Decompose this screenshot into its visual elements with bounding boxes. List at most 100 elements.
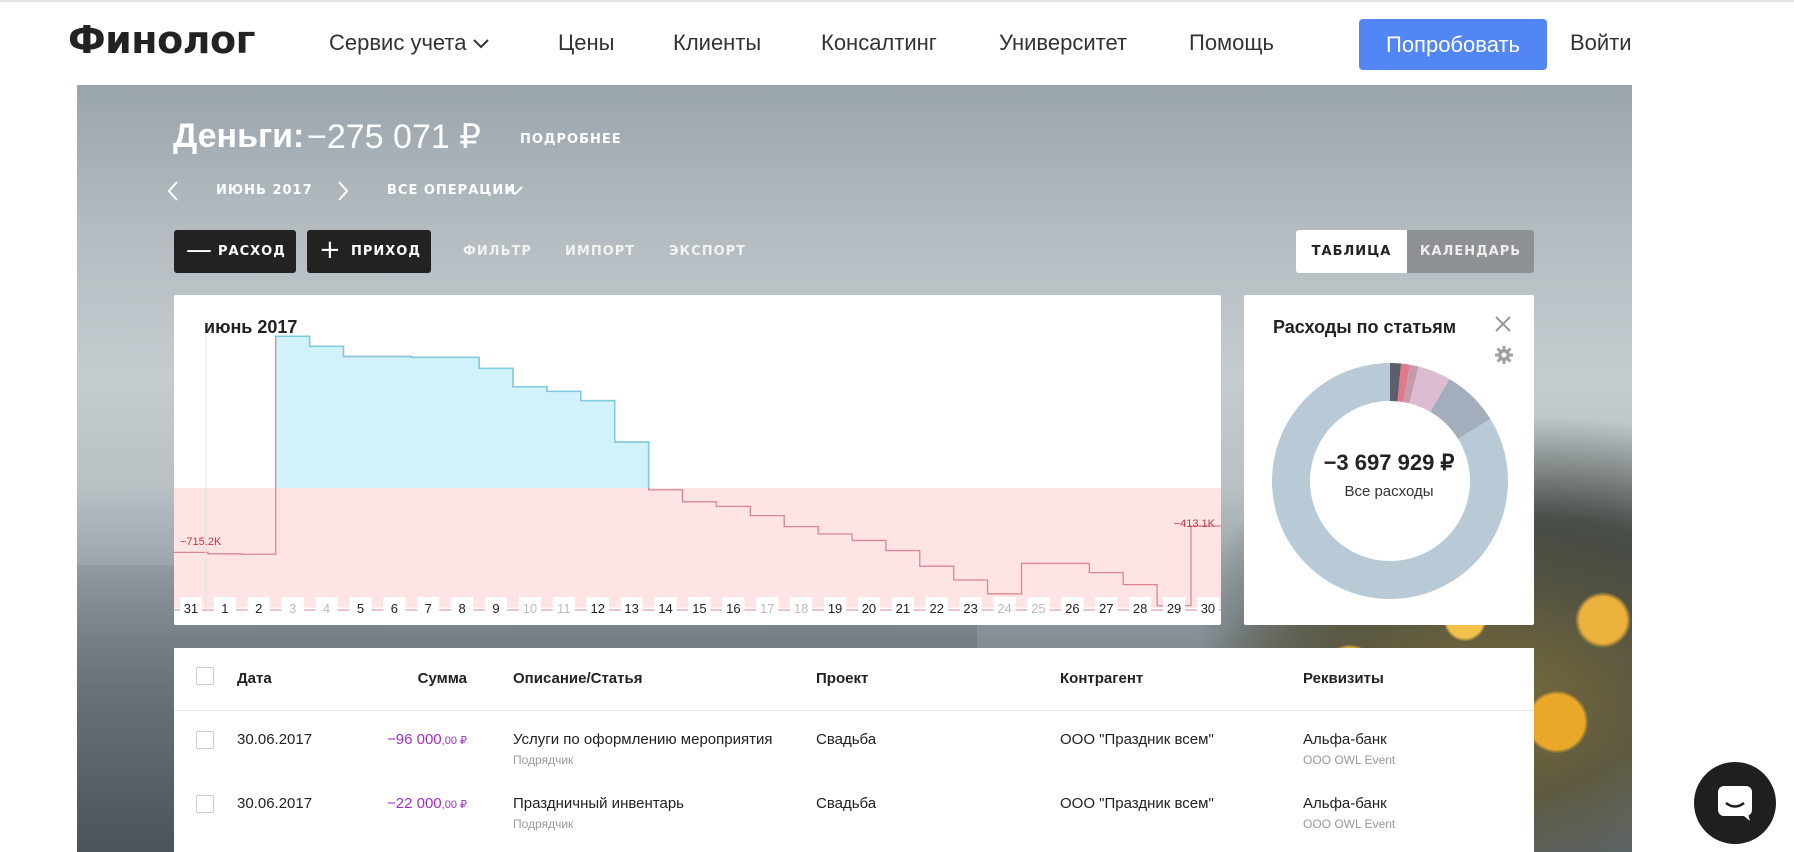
- x-tick-label: 7: [425, 601, 432, 616]
- details-link[interactable]: ПОДРОБНЕЕ: [520, 132, 622, 147]
- expenses-by-category-card: Расходы по статьям −3 697 929 ₽ Все расх…: [1244, 295, 1534, 625]
- balance-bar-negative: [953, 488, 989, 580]
- view-calendar-tab[interactable]: КАЛЕНДАРЬ: [1407, 230, 1534, 273]
- income-label: ПРИХОД: [351, 244, 421, 259]
- donut-segment[interactable]: [1409, 366, 1450, 412]
- row-category: Подрядчик: [513, 753, 574, 767]
- tick-bg: [620, 597, 643, 617]
- row-amount-dec: ,00 ₽: [441, 799, 467, 811]
- gear-icon[interactable]: [1494, 345, 1514, 365]
- tick-bg: [1095, 597, 1118, 617]
- tick-bg: [451, 597, 474, 617]
- nav-clients[interactable]: Клиенты: [673, 30, 762, 55]
- try-button[interactable]: Попробовать: [1359, 19, 1547, 70]
- x-tick-label: 22: [930, 601, 944, 616]
- balance-bar-negative: [207, 488, 243, 554]
- row-description[interactable]: Праздничный инвентарь: [513, 795, 684, 812]
- tick-bg: [247, 597, 270, 617]
- donut-segment[interactable]: [1390, 363, 1402, 402]
- nav-prices[interactable]: Цены: [558, 30, 615, 55]
- balance-bar-negative: [987, 488, 1022, 594]
- balance-bar-negative: [852, 488, 887, 541]
- row-counterparty: ООО "Праздник всем": [1060, 731, 1214, 748]
- operations-dropdown[interactable]: ВСЕ ОПЕРАЦИИ: [387, 183, 517, 198]
- tick-bg: [383, 597, 406, 617]
- expense-button[interactable]: — РАСХОД: [174, 230, 296, 273]
- donut-segment[interactable]: [1397, 363, 1410, 403]
- donut-segment[interactable]: [1403, 364, 1419, 404]
- balance-bar-negative: [1191, 488, 1221, 527]
- balance-bar-negative: [919, 488, 955, 567]
- balance-line-positive: [275, 335, 650, 488]
- import-link[interactable]: ИМПОРТ: [565, 244, 636, 259]
- tick-bg: [281, 597, 304, 617]
- row-checkbox[interactable]: [196, 795, 214, 813]
- row-checkbox[interactable]: [196, 731, 214, 749]
- x-tick-label: 19: [828, 601, 842, 616]
- finolog-logo[interactable]: Финолог: [68, 18, 255, 62]
- row-amount-int: −22 000: [387, 795, 442, 812]
- chevron-right-icon[interactable]: [336, 180, 350, 202]
- col-header-counterparty: Контрагент: [1060, 670, 1144, 687]
- row-project: Свадьба: [816, 795, 877, 812]
- x-tick-label: 29: [1167, 601, 1181, 616]
- chevron-down-icon[interactable]: [506, 184, 524, 198]
- x-tick-label: 31: [184, 601, 198, 616]
- donut-segment[interactable]: [1272, 363, 1508, 599]
- x-tick-label: 25: [1031, 601, 1045, 616]
- x-tick-label: 26: [1065, 601, 1079, 616]
- nav-service[interactable]: Сервис учета: [329, 30, 490, 56]
- tick-bg: [518, 597, 541, 617]
- filter-link[interactable]: ФИЛЬТР: [463, 244, 532, 259]
- x-tick-label: 9: [492, 601, 499, 616]
- tick-bg: [824, 597, 847, 617]
- export-link[interactable]: ЭКСПОРТ: [669, 244, 747, 259]
- chat-launcher-button[interactable]: [1694, 762, 1776, 844]
- chart-title: июнь 2017: [204, 317, 298, 337]
- balance-bar-negative: [818, 488, 853, 534]
- x-tick-label: 4: [323, 601, 330, 616]
- x-tick-label: 18: [794, 601, 808, 616]
- login-link[interactable]: Войти: [1570, 30, 1632, 55]
- minus-icon: —: [186, 235, 213, 265]
- x-tick-label: 20: [862, 601, 876, 616]
- row-amount-dec: ,00 ₽: [441, 735, 467, 747]
- x-tick-label: 11: [557, 601, 571, 616]
- income-button[interactable]: + ПРИХОД: [307, 230, 431, 273]
- donut-segment[interactable]: [1430, 379, 1491, 439]
- chevron-left-icon[interactable]: [166, 180, 180, 202]
- select-all-checkbox[interactable]: [196, 667, 214, 685]
- row-description[interactable]: Услуги по оформлению мероприятия: [513, 731, 773, 748]
- tick-bg: [654, 597, 677, 617]
- row-amount: −22 000,00 ₽: [367, 795, 467, 812]
- view-toggle: ТАБЛИЦА КАЛЕНДАРЬ: [1296, 230, 1534, 273]
- tick-bg: [857, 597, 880, 617]
- x-tick-label: 1: [221, 601, 228, 616]
- nav-university[interactable]: Университет: [999, 30, 1128, 55]
- tick-bg: [993, 597, 1016, 617]
- x-tick-label: 5: [357, 601, 364, 616]
- end-value-label: −413.1K: [1174, 518, 1216, 530]
- x-tick-label: 13: [624, 601, 638, 616]
- balance-bar: [309, 346, 344, 488]
- balance-bar-negative: [1021, 488, 1056, 564]
- row-company: ООО OWL Event: [1303, 817, 1396, 831]
- balance-bar-negative: [885, 488, 921, 551]
- close-icon[interactable]: [1494, 315, 1512, 333]
- tick-bg: [1163, 597, 1186, 617]
- donut-total: −3 697 929 ₽: [1323, 450, 1455, 475]
- tick-bg: [552, 597, 575, 617]
- tick-bg: [790, 597, 813, 617]
- row-project: Свадьба: [816, 731, 877, 748]
- row-counterparty: ООО "Праздник всем": [1060, 795, 1214, 812]
- header-divider: [174, 710, 1534, 711]
- balance-bar-negative: [241, 488, 277, 555]
- balance-bar-negative: [1123, 488, 1158, 585]
- nav-consulting[interactable]: Консалтинг: [821, 30, 937, 55]
- x-tick-label: 30: [1201, 601, 1215, 616]
- view-table-tab[interactable]: ТАБЛИЦА: [1296, 230, 1407, 273]
- nav-help[interactable]: Помощь: [1189, 30, 1274, 55]
- col-header-date: Дата: [237, 670, 272, 687]
- row-bank: Альфа-банк: [1303, 795, 1387, 812]
- start-value-label: −715.2K: [180, 536, 222, 548]
